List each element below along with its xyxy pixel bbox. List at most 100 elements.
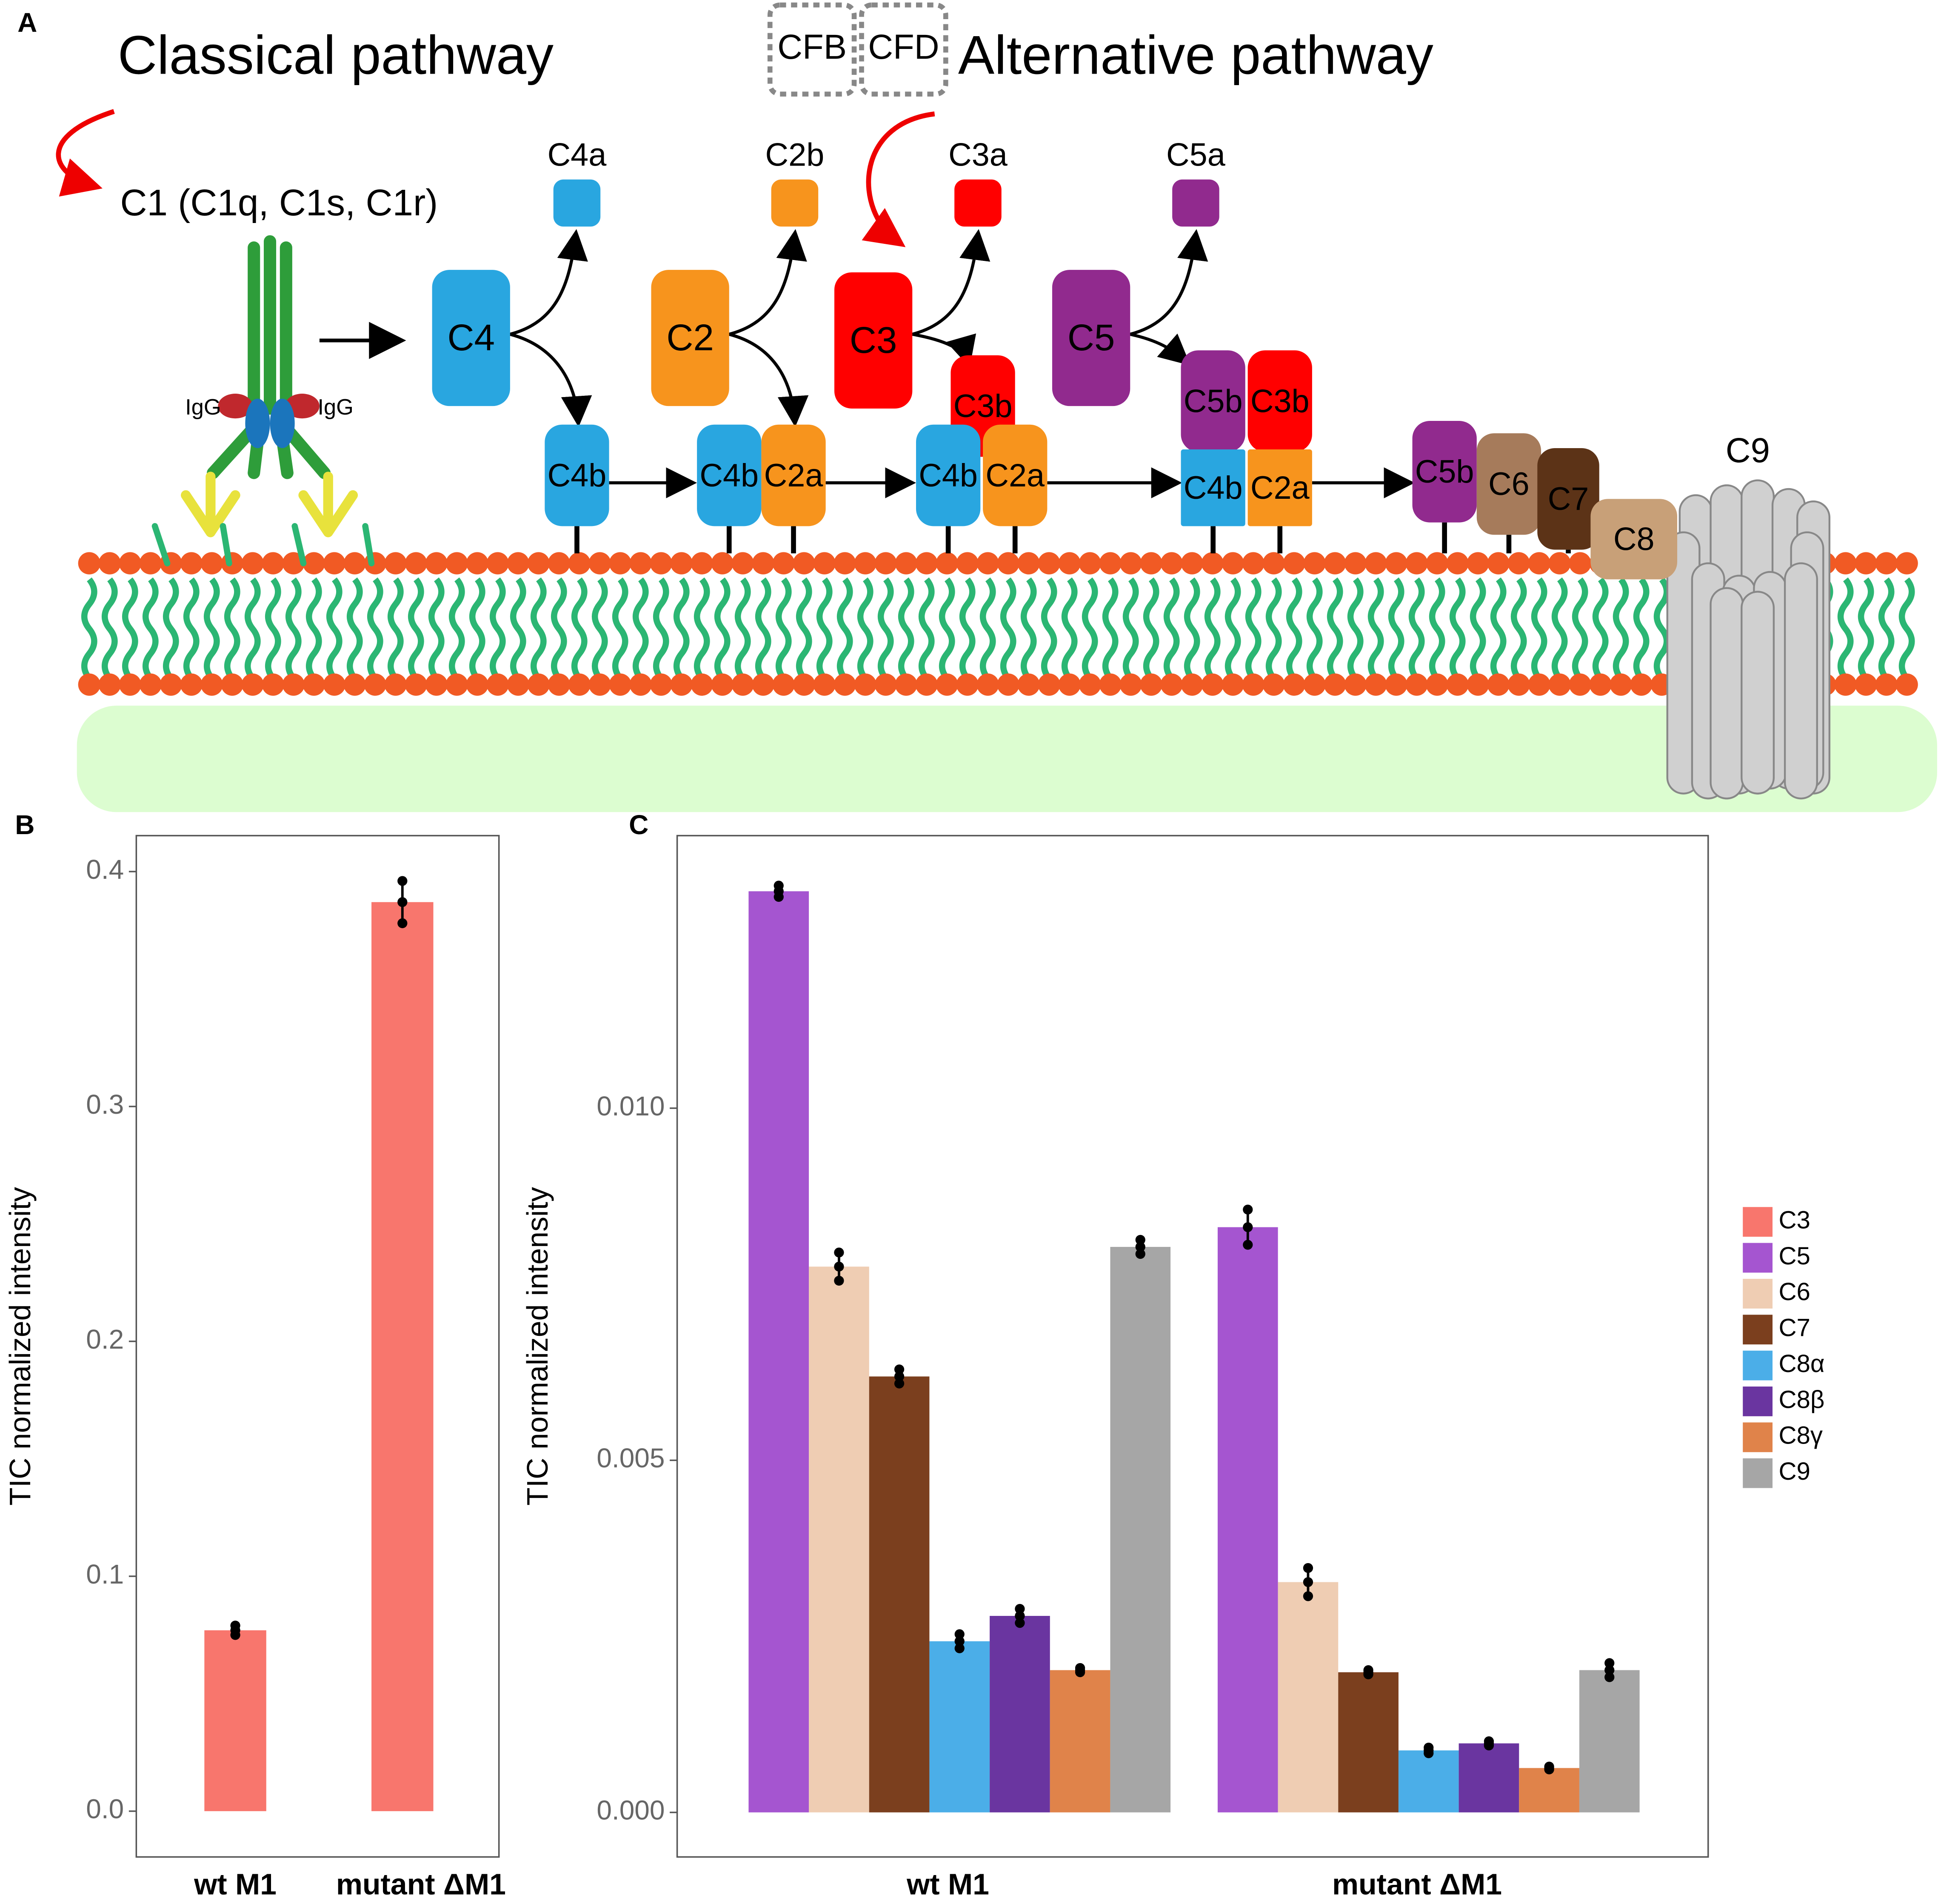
y-tick-label: 0.000 <box>597 1795 665 1826</box>
lipid-head <box>364 673 386 696</box>
error-point <box>397 876 408 886</box>
lipid-head <box>976 673 999 696</box>
component <box>916 424 981 526</box>
lipid-head <box>1262 673 1285 696</box>
error-point <box>1424 1742 1434 1753</box>
lipid-head <box>1385 673 1407 696</box>
lipid-head <box>568 552 591 575</box>
bar <box>929 1641 990 1813</box>
lipid-head <box>936 552 958 575</box>
lipid-head <box>425 673 448 696</box>
lipid-head <box>1875 552 1898 575</box>
y-tick-label: 0.010 <box>597 1091 665 1121</box>
error-point <box>894 1378 905 1389</box>
lipid-head <box>1017 552 1040 575</box>
lipid-head <box>1834 552 1857 575</box>
lipid-head <box>323 673 345 696</box>
component-label: C2a <box>985 458 1045 494</box>
lipid-head <box>670 673 693 696</box>
factor-box <box>859 2 948 97</box>
legend-label: C8β <box>1779 1386 1825 1413</box>
lipid-tail <box>1286 577 1302 680</box>
lipid-head <box>1038 552 1060 575</box>
lipid-head <box>1385 552 1407 575</box>
lipid-head <box>1160 673 1183 696</box>
lipid-head <box>813 673 836 696</box>
lipid-head <box>548 673 570 696</box>
lipid-head <box>1038 673 1060 696</box>
component <box>1247 449 1312 526</box>
lipid-head <box>1364 552 1387 575</box>
lipid-head <box>833 552 856 575</box>
lipid-head <box>282 673 305 696</box>
lipid-head <box>486 552 509 575</box>
component-label: C5b <box>1184 383 1243 419</box>
lipid-head <box>200 552 223 575</box>
pore-cylinder <box>1741 591 1775 795</box>
legend-label: C8α <box>1779 1350 1825 1378</box>
error-point <box>834 1261 844 1272</box>
error-point <box>1604 1665 1615 1675</box>
lipid-tail <box>347 577 363 680</box>
lipid-tail <box>1408 577 1425 680</box>
legend-swatch <box>1743 1458 1773 1488</box>
y-tick-label: 0.2 <box>86 1324 124 1355</box>
fragment-label: C3a <box>948 137 1008 173</box>
lipid-head <box>1079 552 1101 575</box>
component <box>983 424 1048 526</box>
lipid-head <box>976 552 999 575</box>
component-label: C4b <box>1184 470 1243 506</box>
error-point <box>774 881 784 891</box>
lipid-head <box>1160 552 1183 575</box>
error-point <box>1243 1222 1253 1232</box>
lipid-head <box>1855 673 1877 696</box>
lipid-tail <box>673 577 690 680</box>
lipid-head <box>1119 552 1142 575</box>
lipid-head <box>588 552 611 575</box>
lipid-head <box>303 552 325 575</box>
plot-frame <box>135 835 500 1858</box>
lipid-tail <box>1388 577 1404 680</box>
bar <box>990 1616 1050 1813</box>
lipid-head <box>1324 552 1346 575</box>
lipid-tail <box>204 577 220 680</box>
error-point <box>954 1643 965 1653</box>
lipid-head <box>1426 673 1448 696</box>
legend-swatch <box>1743 1278 1773 1309</box>
lipid-tail <box>979 577 996 680</box>
lipid-head <box>323 552 345 575</box>
lipid-head <box>78 673 100 696</box>
lipid-head <box>507 552 529 575</box>
error-point <box>397 918 408 929</box>
lipid-tail <box>1510 577 1527 680</box>
lipid-tail <box>1858 577 1874 680</box>
lipid-head <box>139 552 162 575</box>
lipid-head <box>1242 552 1265 575</box>
lipid-tail <box>796 577 812 680</box>
error-point <box>1135 1249 1145 1259</box>
lipid-head <box>445 552 468 575</box>
component <box>834 272 913 409</box>
lipid-head <box>486 673 509 696</box>
lipid-head <box>1467 552 1489 575</box>
lipid-tail <box>571 577 588 680</box>
lipid-tail <box>510 577 526 680</box>
bar <box>748 891 809 1813</box>
lipid-head <box>1262 552 1285 575</box>
lipid-tail <box>1490 577 1507 680</box>
lipid-head <box>241 673 264 696</box>
y-tick-label: 0.4 <box>86 854 124 885</box>
lipid-tail <box>591 577 608 680</box>
fragment-label: C5a <box>1166 137 1226 173</box>
lipid-head <box>1426 552 1448 575</box>
lipid-head <box>384 673 407 696</box>
lipid-head <box>1283 552 1305 575</box>
lipid-head <box>1467 673 1489 696</box>
lipid-head <box>1303 552 1326 575</box>
lipid-tail <box>326 577 343 680</box>
component <box>545 424 609 526</box>
lipid-head <box>1119 673 1142 696</box>
lipid-head <box>997 673 1019 696</box>
lipid-tail <box>102 577 118 680</box>
